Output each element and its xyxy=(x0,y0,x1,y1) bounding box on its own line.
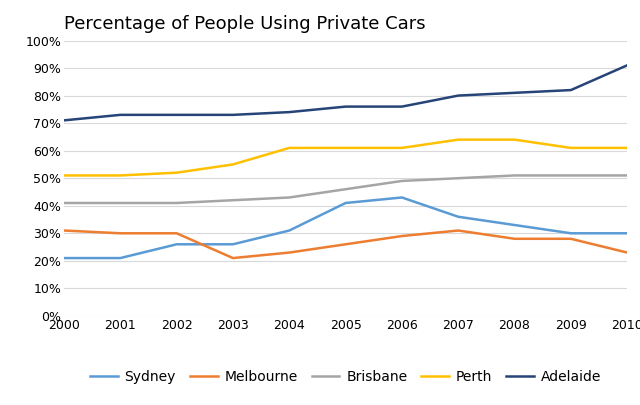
Melbourne xyxy=(229,256,237,260)
Perth xyxy=(511,137,518,142)
Sydney xyxy=(511,223,518,228)
Melbourne xyxy=(398,234,406,239)
Sydney xyxy=(285,228,293,233)
Line: Perth: Perth xyxy=(64,140,627,175)
Brisbane xyxy=(398,179,406,183)
Perth xyxy=(398,145,406,150)
Melbourne xyxy=(511,237,518,241)
Sydney xyxy=(173,242,180,247)
Adelaide xyxy=(229,113,237,117)
Melbourne xyxy=(623,250,631,255)
Sydney xyxy=(623,231,631,236)
Perth xyxy=(454,137,462,142)
Sydney xyxy=(116,256,124,260)
Adelaide xyxy=(173,113,180,117)
Perth xyxy=(342,145,349,150)
Brisbane xyxy=(60,200,68,205)
Sydney xyxy=(60,256,68,260)
Brisbane xyxy=(229,198,237,202)
Adelaide xyxy=(60,118,68,123)
Adelaide xyxy=(398,104,406,109)
Perth xyxy=(567,145,575,150)
Legend: Sydney, Melbourne, Brisbane, Perth, Adelaide: Sydney, Melbourne, Brisbane, Perth, Adel… xyxy=(84,364,607,389)
Sydney xyxy=(342,200,349,205)
Perth xyxy=(285,145,293,150)
Line: Sydney: Sydney xyxy=(64,198,627,258)
Sydney xyxy=(454,214,462,219)
Adelaide xyxy=(342,104,349,109)
Brisbane xyxy=(116,200,124,205)
Adelaide xyxy=(285,110,293,115)
Text: Percentage of People Using Private Cars: Percentage of People Using Private Cars xyxy=(64,15,426,33)
Adelaide xyxy=(567,87,575,92)
Adelaide xyxy=(623,63,631,68)
Melbourne xyxy=(454,228,462,233)
Sydney xyxy=(398,195,406,200)
Brisbane xyxy=(511,173,518,178)
Sydney xyxy=(229,242,237,247)
Adelaide xyxy=(511,90,518,95)
Perth xyxy=(60,173,68,178)
Brisbane xyxy=(285,195,293,200)
Melbourne xyxy=(342,242,349,247)
Line: Brisbane: Brisbane xyxy=(64,175,627,203)
Melbourne xyxy=(567,237,575,241)
Line: Adelaide: Adelaide xyxy=(64,65,627,120)
Perth xyxy=(116,173,124,178)
Perth xyxy=(229,162,237,167)
Adelaide xyxy=(116,113,124,117)
Melbourne xyxy=(285,250,293,255)
Perth xyxy=(623,145,631,150)
Brisbane xyxy=(454,176,462,181)
Melbourne xyxy=(60,228,68,233)
Line: Melbourne: Melbourne xyxy=(64,230,627,258)
Adelaide xyxy=(454,93,462,98)
Sydney xyxy=(567,231,575,236)
Brisbane xyxy=(173,200,180,205)
Melbourne xyxy=(116,231,124,236)
Brisbane xyxy=(623,173,631,178)
Melbourne xyxy=(173,231,180,236)
Perth xyxy=(173,170,180,175)
Brisbane xyxy=(567,173,575,178)
Brisbane xyxy=(342,187,349,192)
